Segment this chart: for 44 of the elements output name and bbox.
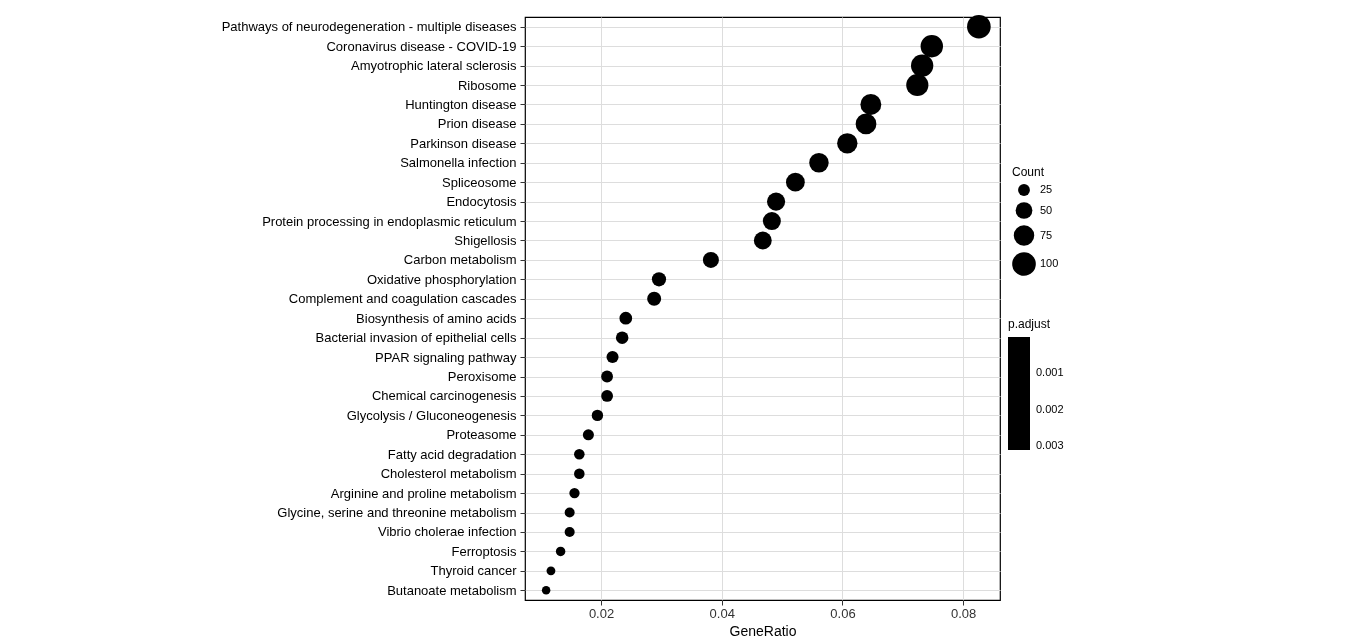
y-tick-label: Cholesterol metabolism xyxy=(380,466,517,482)
y-tick-label: Protein processing in endoplasmic reticulum xyxy=(262,213,517,229)
text: 0.001 xyxy=(1036,366,1064,379)
y-tick-label: Vibrio cholerae infection xyxy=(377,524,517,540)
y-tick-label: Oxidative phosphorylation xyxy=(366,271,517,287)
text: 0.002 xyxy=(1036,402,1064,415)
text: 0.003 xyxy=(1036,439,1064,451)
y-tick-label: Glycine, serine and threonine metabolism xyxy=(277,505,517,521)
y-tick-label: Shigellosis xyxy=(454,232,517,248)
y-tick-label: Spliceosome xyxy=(442,174,517,190)
y-tick-label: Carbon metabolism xyxy=(403,252,517,268)
y-tick-label: Salmonella infection xyxy=(400,155,517,171)
y-tick-label: Prion disease xyxy=(437,116,517,132)
x-axis-title: GeneRatio xyxy=(729,622,797,637)
y-tick-label: Arginine and proline metabolism xyxy=(330,485,517,501)
legend-label: 25 xyxy=(1040,183,1053,195)
y-tick-label: Fatty acid degradation xyxy=(387,446,517,462)
y-tick-label: Coronavirus disease - COVID-19 xyxy=(326,38,517,54)
y-tick-label: Thyroid cancer xyxy=(430,563,518,579)
legend-label: 75 xyxy=(1040,228,1053,241)
x-tick-label: 0.06 xyxy=(830,605,856,621)
y-tick-label: Biosynthesis of amino acids xyxy=(356,310,517,326)
y-tick-label: Glycolysis / Gluconeogenesis xyxy=(346,407,517,423)
y-tick-label: Complement and coagulation cascades xyxy=(288,291,517,307)
y-tick-label: Peroxisome xyxy=(447,369,517,385)
x-tick-label: 0.02 xyxy=(588,605,615,621)
y-tick-label: Parkinson disease xyxy=(410,135,517,151)
color-bar-title: p.adjust xyxy=(1008,317,1051,331)
y-tick-label: Chemical carcinogenesis xyxy=(371,388,517,404)
legend-title: Count xyxy=(1012,165,1045,179)
y-tick-label: PPAR signaling pathway xyxy=(375,349,517,365)
y-tick-label: Amyotrophic lateral sclerosis xyxy=(351,58,517,74)
y-tick-label: Endocytosis xyxy=(446,194,517,210)
y-tick-label: Huntington disease xyxy=(405,96,517,112)
y-tick-label: Bacterial invasion of epithelial cells xyxy=(315,330,517,346)
legend-label: 50 xyxy=(1040,203,1053,216)
y-tick-label: Proteasome xyxy=(446,427,517,443)
x-tick-label: 0.04 xyxy=(709,605,735,621)
y-tick-label: Butanoate metabolism xyxy=(387,582,517,598)
x-tick-label: 0.08 xyxy=(951,605,977,621)
legend-label: 100 xyxy=(1040,257,1059,269)
y-tick-label: Pathways of neurodegeneration - multiple diseases xyxy=(221,19,517,35)
y-tick-label: Ribosome xyxy=(457,77,517,93)
y-tick-label: Ferroptosis xyxy=(451,543,517,559)
